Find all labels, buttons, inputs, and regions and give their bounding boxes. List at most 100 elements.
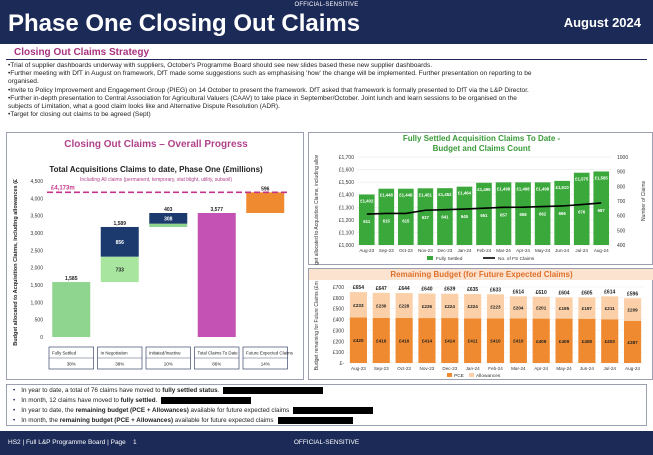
redaction-block — [293, 406, 374, 414]
count-label: 657 — [500, 212, 508, 217]
x-tick-label: Jun-24 — [580, 366, 594, 371]
bar — [378, 188, 395, 245]
bar-segment-pce — [486, 318, 505, 363]
y-tick-label: £1,300 — [339, 205, 355, 211]
bar — [476, 182, 492, 245]
bar-segment-pce — [464, 318, 482, 363]
count-label: 666 — [559, 211, 567, 216]
overall-progress-panel: Closing Out Claims – Overall Progress To… — [6, 132, 304, 380]
count-label: 611 — [363, 219, 371, 224]
y-tick-label: 1,000 — [30, 300, 43, 306]
bar — [534, 182, 551, 245]
y-tick-label: £1,500 — [339, 180, 355, 186]
bar-segment-pce — [418, 318, 436, 363]
x-tick-label: Aug-24 — [594, 248, 609, 253]
y-tick-label: 3,000 — [30, 231, 43, 237]
bar-segment-allowances — [555, 297, 573, 319]
bullet-bold: remaining budget (PCE + Allowances) — [59, 417, 174, 424]
bar-segment-allowances — [464, 294, 482, 319]
progress-note: Including All claims (permanent, tempora… — [79, 177, 233, 183]
target-label: £4,173m — [51, 185, 75, 191]
bar-segment — [100, 256, 139, 283]
x-tick-label: Apr-24 — [534, 366, 548, 371]
summary-bullet: • In month, the remaining budget (PCE + A… — [13, 416, 353, 425]
bar-segment-allowances — [418, 293, 436, 319]
bar — [495, 182, 512, 245]
pce-value-label: £416 — [399, 338, 410, 343]
category-label: Total Claims To Date — [198, 351, 239, 356]
bar-segment-pce — [395, 317, 413, 363]
bar-segment — [246, 192, 285, 213]
bar-segment — [100, 226, 139, 257]
y-tick-label: £400 — [333, 318, 344, 324]
bar-segment-allowances — [624, 298, 642, 321]
bar-segment-pce — [372, 317, 390, 363]
category-label: In Negotiation — [101, 351, 129, 356]
total-value-label: £614 — [604, 289, 615, 295]
y2-tick-label: 900 — [617, 170, 626, 176]
summary-bullet: • In year to date, a total of 76 claims h… — [13, 386, 324, 395]
allowance-value-label: £209 — [627, 308, 638, 313]
pce-value-label: £409 — [559, 339, 570, 344]
strategy-text: •Trial of supplier dashboards underway w… — [6, 61, 647, 127]
summary-bullets: • In year to date, a total of 76 claims h… — [6, 384, 647, 426]
x-tick-label: Dec-23 — [438, 248, 453, 253]
x-tick-label: May-24 — [556, 366, 572, 371]
bar-segment-allowances — [601, 296, 619, 320]
pce-value-label: £411 — [468, 339, 478, 344]
footer-left: HS2 | Full L&P Programme Board | Page 1 — [8, 439, 137, 446]
pce-value-label: £409 — [536, 339, 547, 344]
bar-segment-allowances — [486, 294, 505, 319]
bar-segment-pce — [441, 318, 459, 363]
bar-segment-allowances — [532, 296, 550, 319]
bar-total-label: 403 — [164, 207, 173, 213]
bar-value-label: £1,498 — [536, 186, 550, 191]
bar-value-label: £1,464 — [458, 191, 472, 196]
y-axis-label: Budget remaining for Future Claims (£m) — [314, 281, 320, 370]
allowance-value-label: £224 — [468, 304, 479, 309]
bar-total-label: 1,589 — [113, 221, 126, 227]
page-title: Phase One Closing Out Claims — [8, 10, 361, 37]
pce-value-label: £410 — [490, 339, 501, 344]
y-tick-label: 3,500 — [30, 214, 43, 220]
allowance-value-label: £201 — [536, 306, 547, 311]
bar-value-label: 3,577 — [210, 207, 223, 213]
total-value-label: £596 — [627, 291, 638, 297]
legend-swatch — [469, 373, 474, 377]
strategy-title: Closing Out Claims Strategy — [14, 47, 150, 58]
x-tick-label: Aug-23 — [359, 248, 374, 253]
x-tick-label: Jan-24 — [457, 248, 471, 253]
bar — [398, 188, 414, 245]
y-tick-label: £600 — [333, 296, 344, 302]
bar-segment-pce — [578, 318, 596, 363]
x-tick-label: Jul-24 — [575, 248, 588, 253]
bar-segment-pce — [555, 318, 573, 363]
bar-value-label: £1,448 — [399, 193, 413, 198]
count-label: 687 — [598, 208, 606, 213]
y2-axis-label: Number of Claims — [641, 180, 647, 221]
x-tick-label: Mar-24 — [496, 248, 511, 253]
footer-bar: HS2 | Full L&P Programme Board | Page 1 … — [0, 431, 653, 455]
y2-tick-label: 500 — [617, 228, 626, 234]
count-label: 615 — [383, 218, 391, 223]
bar-segment-pce — [349, 317, 367, 363]
bar-segment-pce — [509, 318, 527, 363]
page-number: 1 — [133, 439, 137, 446]
footer-text: HS2 | Full L&P Programme Board | Page — [8, 439, 126, 446]
footer-classification: OFFICIAL-SENSITIVE — [293, 439, 360, 446]
x-tick-label: Mar-24 — [511, 366, 526, 371]
x-tick-label: Feb-24 — [488, 366, 503, 371]
fully-settled-title: Fully Settled Acquisition Claims To Date… — [309, 134, 653, 154]
x-tick-label: Jun-24 — [555, 248, 569, 253]
bar-value-label: £1,575 — [575, 177, 589, 182]
bullet-bold: fully settled status — [162, 387, 218, 394]
bar — [515, 182, 531, 245]
bar — [573, 172, 590, 245]
category-percentage: 38% — [115, 362, 124, 367]
bar-segment-allowances — [509, 296, 527, 319]
legend-swatch — [447, 373, 452, 377]
bar-segment-allowances — [395, 293, 413, 318]
bullet-text: In month, the — [21, 417, 60, 424]
bar — [593, 171, 610, 245]
x-tick-label: Sep-23 — [379, 248, 394, 253]
